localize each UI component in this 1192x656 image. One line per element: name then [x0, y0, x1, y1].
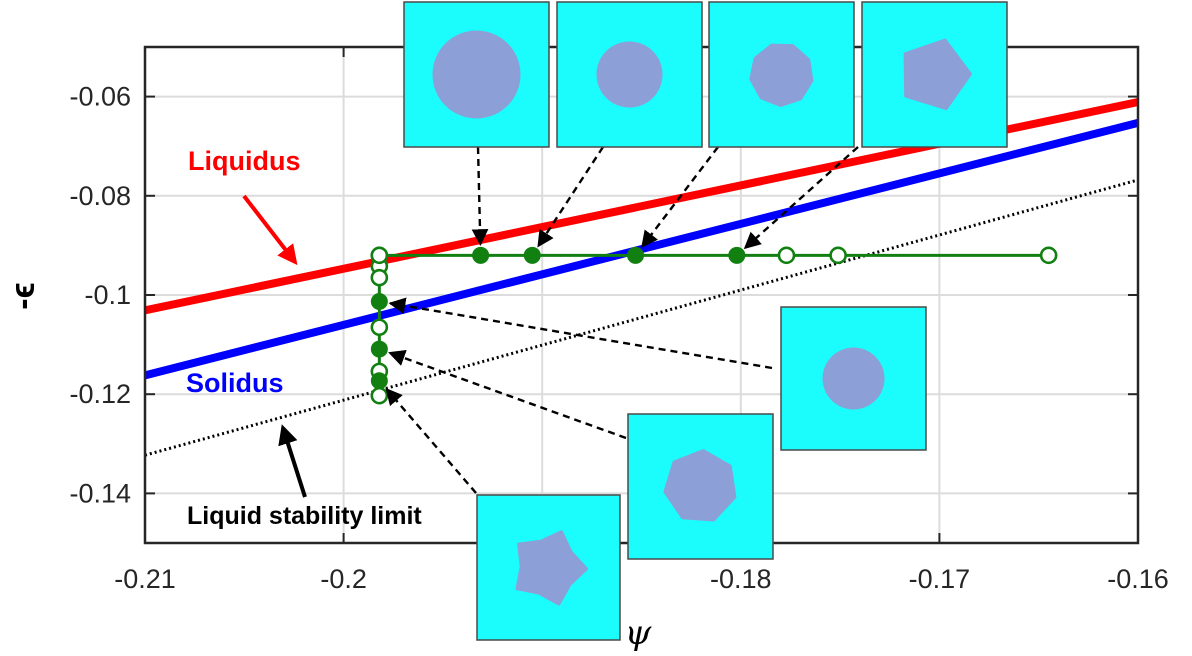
tie-line-path [370, 246, 1058, 405]
inset-image [403, 1, 550, 148]
x-tick-labels: -0.21-0.2-0.19-0.18-0.17-0.16 [114, 564, 1169, 594]
inset-pointer-arrow [385, 387, 477, 494]
crystal-shape [903, 38, 972, 111]
y-tick-label: -0.12 [69, 379, 131, 409]
liquid-stability-limit-arrow [278, 424, 307, 498]
crystal-shape [432, 30, 521, 119]
y-axis-label: -ϵ [4, 282, 42, 310]
filled-point [523, 246, 541, 264]
y-tick-labels: -0.06 -0.08 -0.1 -0.12 -0.14 [69, 82, 131, 509]
open-point [370, 268, 389, 287]
y-tick-label: -0.14 [69, 478, 131, 508]
filled-point [370, 292, 388, 310]
open-point [777, 246, 796, 265]
inset-pointer-arrow [388, 350, 627, 440]
crystal-shape [822, 347, 885, 410]
y-tick-label: -0.08 [69, 181, 131, 211]
filled-point [370, 340, 388, 358]
open-point [829, 246, 847, 265]
x-tick-label: -0.21 [114, 564, 176, 594]
crystal-shape [515, 530, 588, 606]
inset-pointers [385, 146, 859, 494]
annotations: Liquidus Solidus Liquid stability limit [186, 146, 422, 530]
liquidus-annotation: Liquidus [188, 146, 300, 176]
y-tick-label: -0.06 [69, 82, 131, 112]
insets [403, 1, 1008, 641]
x-tick-label: -0.16 [1107, 564, 1169, 594]
x-tick-label: -0.2 [320, 564, 367, 594]
inset-image [708, 1, 855, 148]
liquid-stability-limit-annotation: Liquid stability limit [187, 502, 422, 530]
filled-point [627, 246, 645, 264]
inset-pointer-arrow [641, 146, 719, 248]
crystal-shape [749, 43, 814, 107]
filled-point [472, 246, 490, 264]
inset-pointer-arrow [537, 146, 605, 248]
inset-image [476, 494, 621, 641]
inset-image [627, 413, 774, 560]
open-point [370, 246, 389, 265]
inset-pointer-arrow [388, 297, 773, 370]
liquidus-arrow [242, 194, 298, 266]
liquid-stability-limit-line [145, 178, 1138, 457]
inset-pointer-arrow [743, 146, 859, 250]
inset-pointer-arrow [471, 146, 489, 247]
x-axis-label: ψ [625, 613, 652, 653]
solidus-line [145, 119, 1138, 380]
filled-point [370, 372, 388, 390]
filled-point [728, 246, 746, 264]
y-tick-label: -0.1 [84, 280, 131, 310]
crystal-shape [663, 449, 737, 522]
x-tick-label: -0.18 [710, 564, 772, 594]
open-point [1039, 246, 1058, 265]
x-tick-label: -0.17 [909, 564, 971, 594]
inset-image [861, 1, 1008, 148]
open-point [370, 318, 389, 337]
open-point [370, 386, 389, 405]
solidus-annotation: Solidus [186, 368, 284, 398]
inset-image [556, 1, 703, 148]
crystal-shape [596, 41, 663, 108]
inset-image [780, 306, 927, 451]
